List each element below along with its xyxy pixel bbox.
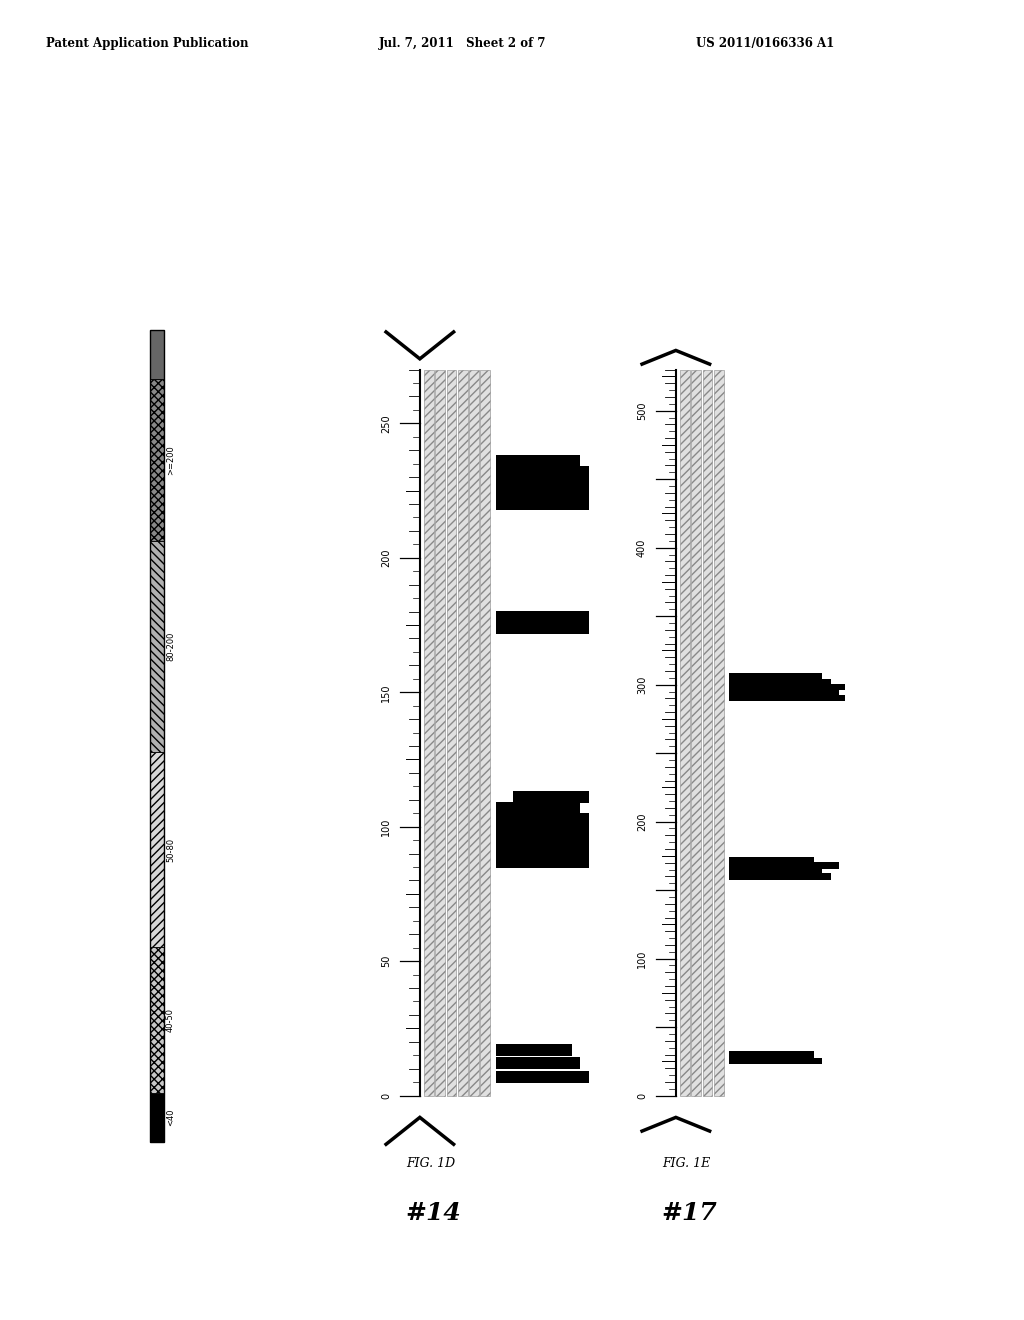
Text: US 2011/0166336 A1: US 2011/0166336 A1 xyxy=(696,37,835,50)
Bar xyxy=(729,867,822,874)
Bar xyxy=(496,611,589,623)
Bar xyxy=(446,370,457,1096)
Bar xyxy=(480,370,490,1096)
Bar xyxy=(496,845,605,857)
Bar xyxy=(496,487,605,499)
Bar xyxy=(729,862,839,869)
Text: Patent Application Publication: Patent Application Publication xyxy=(46,37,249,50)
Bar xyxy=(714,370,724,1096)
Bar xyxy=(424,370,434,1096)
Bar xyxy=(496,498,597,510)
Bar xyxy=(729,673,822,680)
Text: 80-200: 80-200 xyxy=(166,632,175,661)
Bar xyxy=(496,622,605,634)
Text: 400: 400 xyxy=(637,539,647,557)
Bar xyxy=(729,696,848,701)
Text: 100: 100 xyxy=(637,949,647,968)
Text: #17: #17 xyxy=(662,1201,718,1225)
Bar xyxy=(729,690,839,696)
Bar xyxy=(729,684,856,690)
Text: <40: <40 xyxy=(166,1109,175,1126)
Bar xyxy=(680,370,690,1096)
Bar xyxy=(496,1071,597,1082)
Bar xyxy=(496,813,597,825)
Text: Jul. 7, 2011   Sheet 2 of 7: Jul. 7, 2011 Sheet 2 of 7 xyxy=(379,37,547,50)
Text: 150: 150 xyxy=(381,682,391,701)
Bar xyxy=(729,857,814,863)
Text: 40-50: 40-50 xyxy=(166,1008,175,1032)
Bar xyxy=(496,1044,571,1056)
Bar xyxy=(729,678,830,685)
Text: #14: #14 xyxy=(406,1201,462,1225)
Bar xyxy=(150,379,164,541)
Bar xyxy=(513,791,589,803)
Bar xyxy=(729,874,830,879)
Text: 200: 200 xyxy=(381,549,391,568)
Bar xyxy=(729,1059,822,1064)
Bar xyxy=(496,801,581,814)
Bar xyxy=(458,370,468,1096)
Bar xyxy=(496,824,614,836)
Bar xyxy=(729,1052,814,1057)
Bar xyxy=(496,1057,581,1069)
Bar xyxy=(496,477,589,488)
Bar xyxy=(469,370,479,1096)
Bar xyxy=(496,855,589,867)
Text: 250: 250 xyxy=(381,414,391,433)
Bar xyxy=(150,752,164,946)
Text: 300: 300 xyxy=(637,676,647,694)
Text: 500: 500 xyxy=(637,401,647,420)
Bar xyxy=(691,370,701,1096)
Bar xyxy=(150,1093,164,1142)
Text: 50: 50 xyxy=(381,954,391,968)
Text: 200: 200 xyxy=(637,812,647,830)
Bar xyxy=(496,466,614,478)
Text: 0: 0 xyxy=(381,1093,391,1098)
Bar xyxy=(702,370,713,1096)
Text: >=200: >=200 xyxy=(166,445,175,475)
Text: FIG. 1D: FIG. 1D xyxy=(406,1158,455,1171)
Bar xyxy=(435,370,445,1096)
Bar xyxy=(150,330,164,1142)
Text: 0: 0 xyxy=(637,1093,647,1098)
Bar xyxy=(150,541,164,752)
Bar xyxy=(150,330,164,379)
Text: 50-80: 50-80 xyxy=(166,837,175,862)
Text: 100: 100 xyxy=(381,817,391,836)
Bar xyxy=(496,455,581,467)
Text: FIG. 1E: FIG. 1E xyxy=(662,1158,710,1171)
Bar xyxy=(496,834,589,846)
Bar xyxy=(150,946,164,1093)
